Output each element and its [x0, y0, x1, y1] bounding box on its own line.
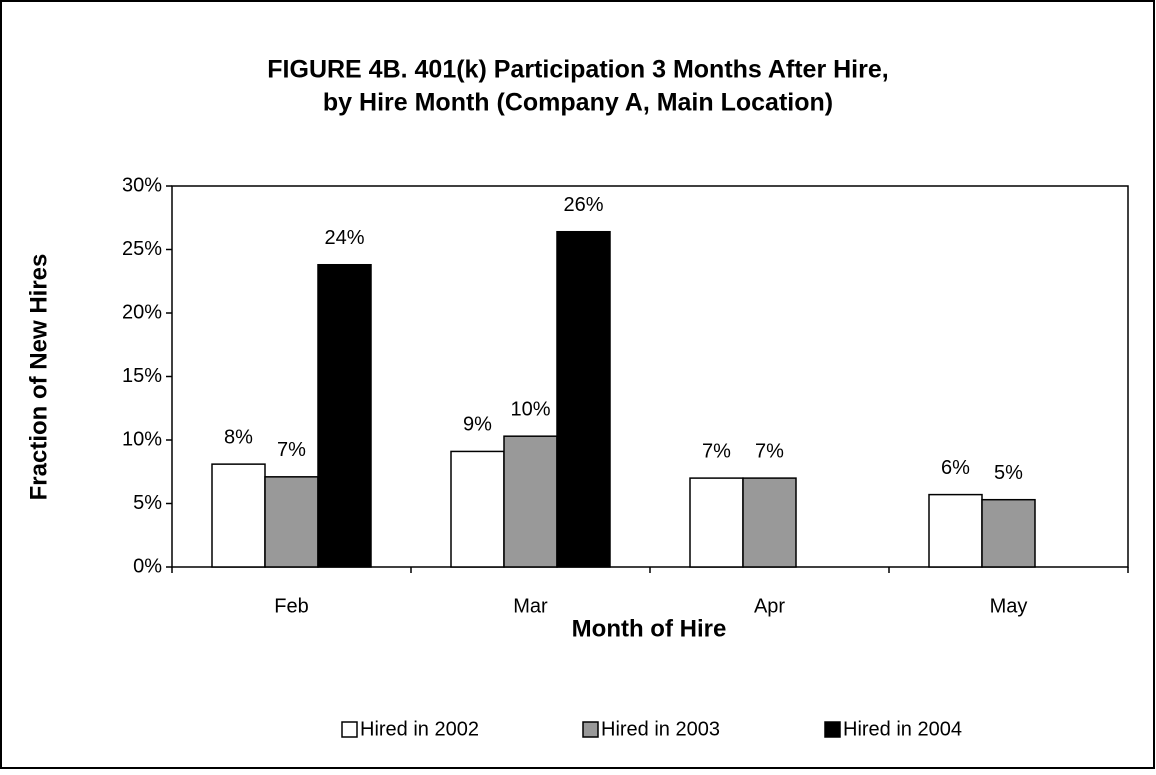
x-axis-title: Month of Hire — [572, 615, 727, 642]
chart-title: by Hire Month (Company A, Main Location) — [323, 89, 833, 117]
bar — [742, 477, 797, 568]
value-label: 26% — [563, 194, 603, 216]
y-tick-label: 25% — [122, 238, 162, 260]
value-label: 5% — [994, 462, 1023, 484]
y-tick-label: 5% — [133, 492, 162, 514]
value-label: 9% — [463, 414, 492, 436]
legend-swatch — [824, 721, 841, 738]
bar — [317, 263, 372, 568]
bar — [450, 450, 505, 568]
value-label: 6% — [941, 457, 970, 479]
y-tick-label: 10% — [122, 428, 162, 450]
bar — [503, 435, 558, 568]
value-label: 10% — [510, 398, 550, 420]
value-label: 24% — [324, 227, 364, 249]
value-label: 7% — [277, 439, 306, 461]
legend-label: Hired in 2002 — [360, 718, 479, 740]
bar — [928, 493, 983, 568]
bar — [981, 498, 1036, 568]
y-tick-label: 20% — [122, 301, 162, 323]
x-tick-label: Feb — [274, 595, 308, 617]
legend-label: Hired in 2003 — [601, 718, 720, 740]
value-label: 7% — [755, 440, 784, 462]
bar — [211, 463, 266, 568]
bar — [264, 476, 319, 568]
chart-title: FIGURE 4B. 401(k) Participation 3 Months… — [267, 56, 888, 84]
value-label: 7% — [702, 440, 731, 462]
value-label: 8% — [224, 426, 253, 448]
legend-swatch — [582, 721, 599, 738]
bar — [689, 477, 744, 568]
x-tick-label: May — [990, 595, 1028, 617]
legend-label: Hired in 2004 — [843, 718, 962, 740]
x-tick-label: Mar — [513, 595, 548, 617]
y-axis-title: Fraction of New Hires — [25, 254, 52, 501]
legend-swatch — [341, 721, 358, 738]
y-tick-label: 0% — [133, 555, 162, 577]
y-tick-label: 15% — [122, 365, 162, 387]
y-tick-label: 30% — [122, 174, 162, 196]
x-tick-label: Apr — [754, 595, 785, 617]
bar — [556, 230, 611, 568]
